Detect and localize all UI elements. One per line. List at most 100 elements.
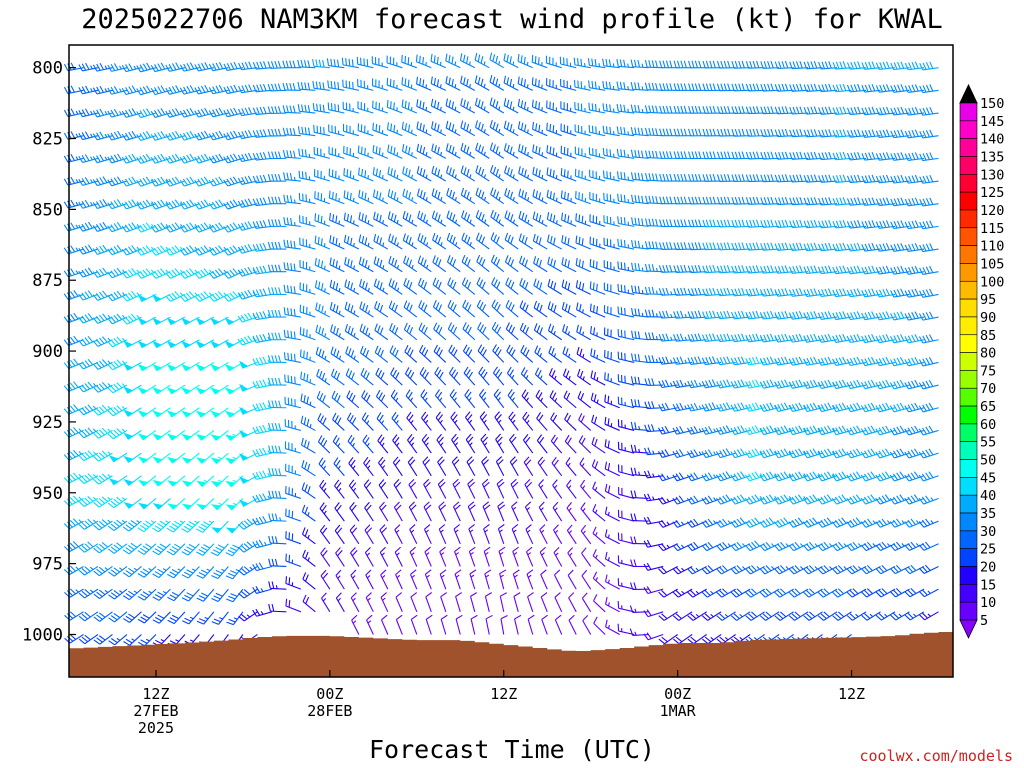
wind-barb bbox=[301, 527, 316, 545]
wind-barb bbox=[489, 52, 505, 69]
wind-barb bbox=[617, 578, 635, 590]
wind-barb bbox=[267, 400, 287, 409]
wind-barb bbox=[93, 519, 113, 531]
colorbar-label: 110 bbox=[980, 239, 1004, 255]
wind-barb bbox=[491, 277, 505, 295]
wind-barb bbox=[64, 565, 84, 575]
wind-barb bbox=[788, 588, 809, 598]
wind-barb bbox=[63, 108, 84, 117]
wind-barb bbox=[401, 54, 417, 69]
wind-barb bbox=[373, 233, 389, 250]
wind-barb bbox=[688, 196, 707, 205]
wind-barb bbox=[138, 498, 157, 510]
y-axis: 800 825 850 875 900 925 950 975 1000 bbox=[22, 59, 76, 645]
wind-barb bbox=[152, 384, 171, 395]
wind-barb bbox=[312, 81, 330, 91]
wind-barb bbox=[137, 429, 157, 441]
wind-barb bbox=[333, 457, 345, 477]
wind-barb bbox=[150, 62, 171, 73]
wind-barb bbox=[210, 339, 229, 349]
wind-barb bbox=[64, 634, 84, 644]
wind-barb bbox=[554, 614, 563, 635]
wind-barb bbox=[532, 144, 548, 159]
colorbar-label: 20 bbox=[980, 560, 996, 576]
colorbar-label: 125 bbox=[980, 185, 1004, 201]
colorbar-swatch bbox=[959, 174, 978, 193]
wind-barb bbox=[93, 450, 113, 462]
wind-barb bbox=[760, 196, 780, 205]
wind-barb bbox=[687, 611, 707, 621]
wind-barb bbox=[410, 614, 418, 635]
wind-barb bbox=[107, 130, 128, 141]
wind-barb bbox=[716, 106, 736, 114]
wind-barb bbox=[630, 172, 649, 182]
wind-barb bbox=[92, 381, 113, 393]
wind-barb bbox=[152, 566, 171, 579]
wind-barb bbox=[123, 475, 142, 486]
wind-barb bbox=[430, 54, 447, 69]
wind-barb bbox=[319, 479, 331, 499]
wind-barb bbox=[561, 234, 577, 250]
wind-barb bbox=[283, 194, 301, 205]
wind-barb bbox=[875, 220, 896, 229]
wind-barb bbox=[506, 366, 519, 386]
wind-barb bbox=[592, 504, 606, 522]
colorbar-swatch bbox=[959, 102, 978, 122]
wind-barb bbox=[252, 129, 272, 138]
wind-barb bbox=[817, 311, 838, 320]
x-tick-label: 12Z bbox=[490, 685, 517, 703]
colorbar-swatch bbox=[959, 423, 978, 443]
wind-barb bbox=[603, 282, 620, 295]
wind-barb bbox=[602, 58, 620, 69]
wind-barb bbox=[574, 146, 591, 159]
wind-barb bbox=[875, 588, 896, 598]
wind-barb bbox=[774, 60, 794, 70]
wind-barb bbox=[92, 427, 113, 439]
wind-barb bbox=[716, 611, 736, 621]
wind-barb bbox=[587, 58, 606, 69]
wind-barb bbox=[603, 237, 620, 250]
wind-barb bbox=[617, 193, 635, 205]
wind-barb bbox=[438, 501, 447, 522]
wind-barb bbox=[788, 402, 809, 413]
wind-barb bbox=[432, 300, 447, 318]
wind-barb bbox=[267, 128, 287, 137]
colorbar-label: 50 bbox=[980, 453, 996, 469]
wind-barb bbox=[803, 197, 823, 206]
wind-barb bbox=[518, 143, 533, 159]
wind-barb bbox=[63, 245, 84, 255]
wind-barb bbox=[447, 277, 461, 295]
wind-barb bbox=[564, 412, 577, 431]
wind-barb bbox=[760, 265, 780, 274]
wind-barb bbox=[63, 358, 84, 369]
wind-barb bbox=[673, 264, 693, 274]
wind-barb bbox=[817, 242, 838, 252]
colorbar-label: 90 bbox=[980, 310, 996, 326]
colorbar-label: 30 bbox=[980, 524, 996, 540]
wind-barb bbox=[760, 151, 780, 160]
wind-barb bbox=[831, 541, 852, 552]
wind-barb bbox=[803, 242, 823, 252]
wind-barb bbox=[358, 234, 374, 250]
wind-barb bbox=[715, 471, 736, 482]
wind-barb bbox=[532, 233, 548, 250]
wind-barb bbox=[405, 389, 418, 409]
wind-barb bbox=[658, 242, 678, 250]
wind-barb bbox=[237, 518, 258, 530]
wind-barb bbox=[489, 164, 505, 182]
wind-barb bbox=[631, 239, 649, 250]
wind-barb bbox=[137, 384, 157, 395]
wind-barb bbox=[92, 176, 113, 187]
wind-barb bbox=[716, 151, 736, 160]
wind-barb bbox=[546, 100, 562, 114]
credit-text[interactable]: coolwx.com/models bbox=[859, 747, 1013, 765]
wind-barb bbox=[774, 611, 794, 621]
wind-barb bbox=[195, 429, 215, 441]
wind-barb bbox=[314, 169, 331, 182]
wind-barb bbox=[152, 361, 171, 372]
wind-barb bbox=[137, 407, 157, 418]
wind-barb bbox=[476, 254, 490, 273]
wind-barb bbox=[329, 212, 345, 227]
wind-barb bbox=[504, 188, 519, 205]
wind-barb bbox=[575, 302, 591, 318]
